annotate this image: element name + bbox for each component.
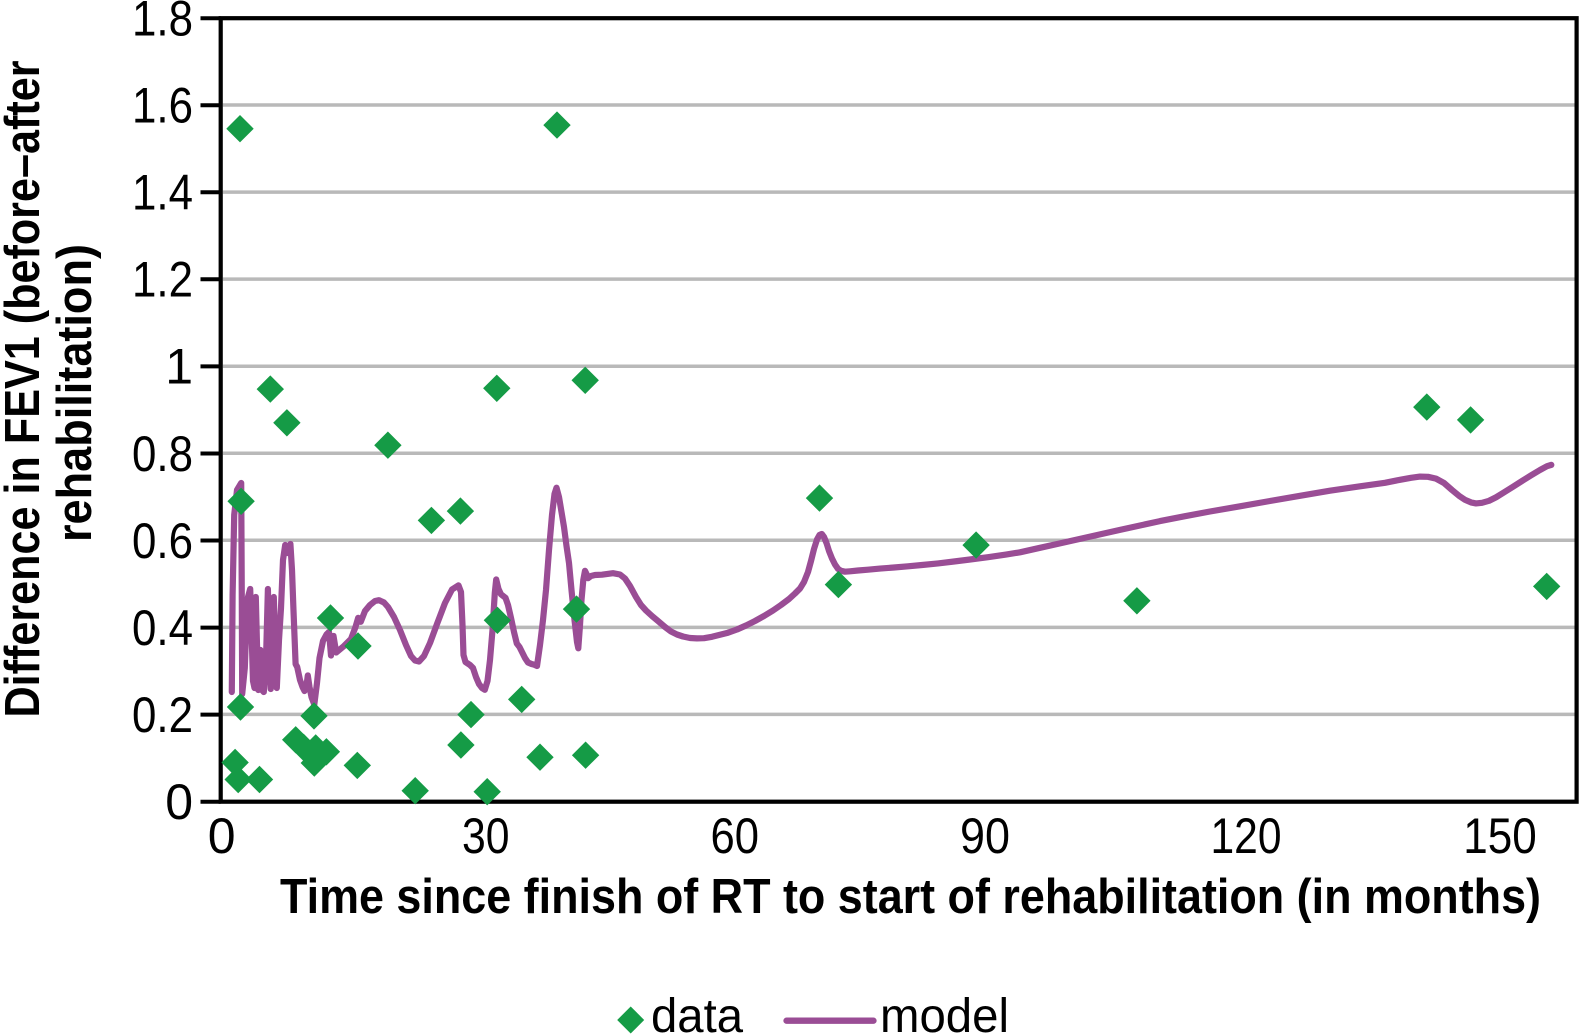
svg-text:1.6: 1.6 [132,78,193,134]
svg-text:0.8: 0.8 [132,426,193,482]
svg-text:60: 60 [711,808,760,864]
svg-text:0: 0 [208,808,236,864]
svg-text:30: 30 [462,808,510,864]
svg-text:1: 1 [165,339,193,395]
svg-text:Difference in FEV1 (before–aft: Difference in FEV1 (before–after [0,61,50,718]
svg-text:0: 0 [165,774,193,830]
svg-text:model: model [880,990,1009,1035]
svg-text:data: data [651,990,743,1035]
svg-text:150: 150 [1463,808,1537,864]
svg-text:0.2: 0.2 [132,687,193,743]
svg-text:1.8: 1.8 [132,0,193,47]
svg-text:0.4: 0.4 [132,600,193,656]
svg-text:90: 90 [960,808,1010,864]
svg-text:120: 120 [1211,808,1282,864]
svg-text:Time since finish of RT to sta: Time since finish of RT to start of reha… [280,870,1541,924]
svg-text:1.4: 1.4 [132,165,193,221]
svg-text:rehabilitation): rehabilitation) [48,244,102,542]
svg-text:1.2: 1.2 [132,252,193,308]
svg-text:0.6: 0.6 [132,513,193,569]
